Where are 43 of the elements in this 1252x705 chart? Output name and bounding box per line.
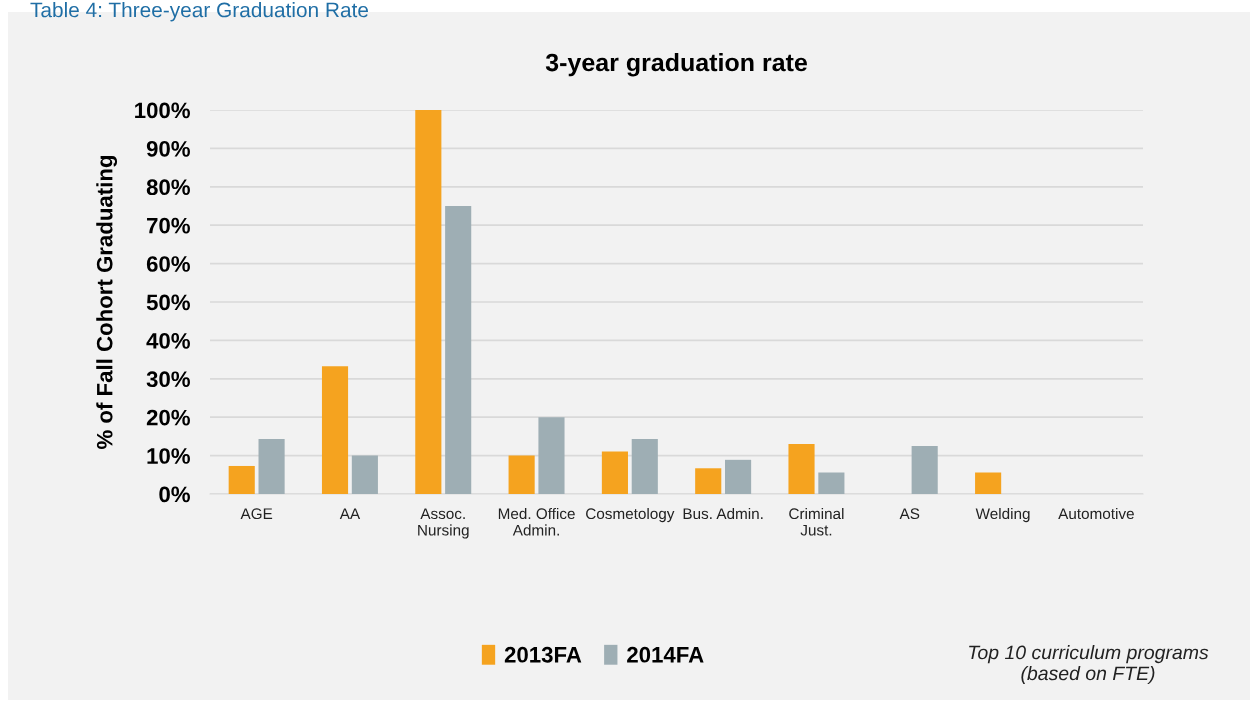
y-tick-label: 40% (146, 332, 190, 349)
y-tick-label: 60% (146, 256, 190, 272)
bar (228, 465, 255, 494)
y-tick-label: 30% (146, 371, 190, 388)
x-tick-label: Bus. Admin. (683, 507, 763, 520)
bar (508, 455, 535, 494)
bar (258, 439, 285, 494)
bar (975, 472, 1002, 494)
y-tick-label: 20% (146, 409, 190, 426)
bar (538, 417, 565, 494)
y-tick-label: 80% (146, 179, 190, 196)
bar (695, 468, 722, 494)
bar (788, 444, 815, 494)
bar (631, 439, 658, 494)
y-tick-label: 0% (159, 486, 190, 503)
x-tick-label: Welding (975, 507, 1030, 523)
y-axis-title: % of Fall Cohort Graduating (96, 155, 118, 449)
bar (725, 459, 752, 494)
y-tick-label: 10% (147, 448, 190, 464)
y-tick-label: 50% (146, 294, 190, 311)
legend-label: 2014FA (627, 646, 704, 663)
x-tick-label: AGE (240, 508, 273, 520)
text: Top 10 curriculum programs (based on FTE) (969, 645, 1209, 685)
chart-title: 3-year graduation rate (545, 52, 807, 77)
bar (911, 446, 938, 494)
bar (415, 110, 442, 494)
caption: Table 4: Three-year Graduation Rate (30, 2, 369, 22)
y-tick-label: 90% (146, 140, 190, 157)
x-tick-label: AA (339, 508, 361, 519)
y-tick-label: 100% (135, 102, 190, 119)
legend-label: 2013FA (504, 646, 582, 663)
x-tick-label: Automotive (1058, 507, 1134, 520)
x-tick-label: Assoc. Nursing (418, 508, 469, 539)
x-tick-label: AS (899, 508, 920, 520)
x-tick-label: Cosmetology (586, 507, 675, 523)
bar (445, 206, 472, 494)
bar (351, 455, 378, 494)
y-tick-label: 70% (147, 217, 190, 234)
x-tick-label: Criminal Just. (789, 507, 844, 536)
bar (818, 472, 845, 494)
x-tick-label: Med. Office Admin. (498, 507, 575, 536)
bar (321, 366, 349, 494)
bar (601, 451, 628, 494)
